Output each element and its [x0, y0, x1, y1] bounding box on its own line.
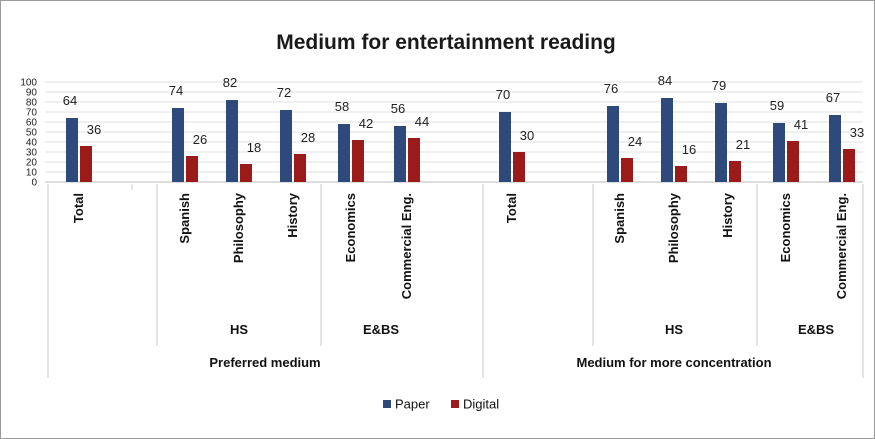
bar-paper — [394, 126, 406, 182]
bar-digital — [186, 156, 198, 182]
data-label-paper: 67 — [826, 90, 840, 105]
legend-swatch-digital — [451, 400, 459, 408]
y-tick-label: 10 — [26, 168, 38, 179]
y-tick-label: 70 — [26, 108, 38, 119]
data-label-digital: 16 — [682, 142, 696, 157]
data-label-paper: 72 — [277, 85, 291, 100]
category-label: Commercial Eng. — [834, 193, 849, 299]
bar-digital — [80, 146, 92, 182]
category-label: Philosophy — [666, 192, 681, 263]
y-tick-label: 100 — [20, 78, 37, 89]
category-label: Economics — [343, 193, 358, 262]
data-label-paper: 79 — [712, 78, 726, 93]
data-label-digital: 24 — [628, 134, 642, 149]
bar-digital — [675, 166, 687, 182]
data-label-digital: 42 — [359, 116, 373, 131]
legend-label-paper: Paper — [395, 397, 430, 412]
bar-paper — [829, 115, 841, 182]
subgroup-label: E&BS — [363, 322, 399, 337]
bar-digital — [513, 152, 525, 182]
data-label-digital: 30 — [520, 128, 534, 143]
bar-digital — [294, 154, 306, 182]
y-tick-label: 90 — [26, 88, 38, 99]
data-label-digital: 36 — [87, 122, 101, 137]
group-label: Preferred medium — [209, 355, 320, 370]
category-label: Spanish — [177, 193, 192, 244]
y-tick-label: 80 — [26, 98, 38, 109]
bar-digital — [843, 149, 855, 182]
data-label-digital: 44 — [415, 114, 429, 129]
bar-paper — [66, 118, 78, 182]
bar-paper — [280, 110, 292, 182]
bars — [66, 98, 855, 182]
y-tick-label: 20 — [26, 158, 38, 169]
data-label-paper: 56 — [391, 101, 405, 116]
subgroup-label: HS — [665, 322, 683, 337]
bar-paper — [715, 103, 727, 182]
y-tick-label: 0 — [31, 178, 37, 189]
bar-digital — [240, 164, 252, 182]
data-label-paper: 84 — [658, 73, 672, 88]
bar-paper — [172, 108, 184, 182]
data-label-paper: 59 — [770, 98, 784, 113]
bar-digital — [352, 140, 364, 182]
bar-paper — [661, 98, 673, 182]
legend: Paper Digital — [383, 397, 499, 412]
data-label-paper: 58 — [335, 99, 349, 114]
subgroup-label: E&BS — [798, 322, 834, 337]
bar-paper — [338, 124, 350, 182]
category-label: History — [285, 192, 300, 238]
y-tick-label: 30 — [26, 148, 38, 159]
data-label-digital: 28 — [301, 130, 315, 145]
data-label-paper: 74 — [169, 83, 183, 98]
y-tick-label: 60 — [26, 118, 38, 129]
data-label-digital: 18 — [247, 140, 261, 155]
subgroup-label: HS — [230, 322, 248, 337]
bar-paper — [607, 106, 619, 182]
data-label-paper: 64 — [63, 93, 77, 108]
category-label: History — [720, 192, 735, 238]
bar-digital — [729, 161, 741, 182]
data-label-paper: 76 — [604, 81, 618, 96]
data-label-digital: 26 — [193, 132, 207, 147]
legend-swatch-paper — [383, 400, 391, 408]
y-tick-label: 50 — [26, 128, 38, 139]
category-axis: Total Spanish Philosophy History Economics Co… — [47, 184, 864, 378]
data-label-digital: 41 — [794, 117, 808, 132]
data-labels: 64 74 82 72 58 56 70 76 84 79 59 67 36 26 18 28 42 44 30 24… — [63, 73, 864, 157]
bar-paper — [499, 112, 511, 182]
chart-title: Medium for entertainment reading — [276, 31, 616, 54]
bar-paper — [773, 123, 785, 182]
y-tick-label: 40 — [26, 138, 38, 149]
group-label: Medium for more concentration — [576, 355, 771, 370]
data-label-digital: 33 — [850, 125, 864, 140]
data-label-paper: 82 — [223, 75, 237, 90]
data-label-digital: 21 — [736, 137, 750, 152]
category-label: Commercial Eng. — [399, 193, 414, 299]
category-label: Economics — [778, 193, 793, 262]
bar-digital — [408, 138, 420, 182]
bar-digital — [621, 158, 633, 182]
category-label: Total — [71, 193, 86, 223]
data-label-paper: 70 — [496, 87, 510, 102]
category-label: Spanish — [612, 193, 627, 244]
legend-label-digital: Digital — [463, 397, 499, 412]
bar-paper — [226, 100, 238, 182]
bar-digital — [787, 141, 799, 182]
category-label: Total — [504, 193, 519, 223]
category-label: Philosophy — [231, 192, 246, 263]
